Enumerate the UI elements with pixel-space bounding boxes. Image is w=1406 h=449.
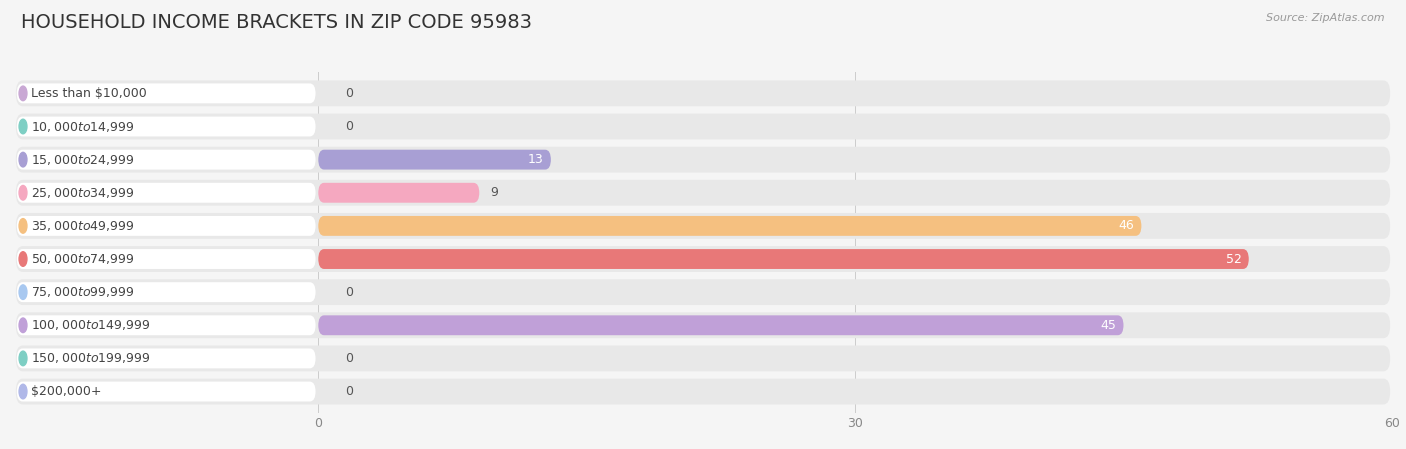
Text: HOUSEHOLD INCOME BRACKETS IN ZIP CODE 95983: HOUSEHOLD INCOME BRACKETS IN ZIP CODE 95… [21, 13, 531, 32]
Text: $100,000 to $149,999: $100,000 to $149,999 [31, 318, 150, 332]
FancyBboxPatch shape [17, 117, 315, 136]
Text: 0: 0 [344, 385, 353, 398]
FancyBboxPatch shape [17, 249, 315, 269]
FancyBboxPatch shape [15, 213, 1391, 239]
Circle shape [20, 351, 27, 365]
FancyBboxPatch shape [17, 348, 315, 368]
Circle shape [20, 152, 27, 167]
FancyBboxPatch shape [17, 382, 315, 401]
Text: $25,000 to $34,999: $25,000 to $34,999 [31, 186, 135, 200]
Text: 9: 9 [491, 186, 498, 199]
FancyBboxPatch shape [318, 150, 551, 170]
FancyBboxPatch shape [15, 379, 1391, 405]
Circle shape [20, 318, 27, 333]
Text: $200,000+: $200,000+ [31, 385, 101, 398]
Text: 0: 0 [344, 286, 353, 299]
FancyBboxPatch shape [15, 313, 1391, 338]
Circle shape [20, 252, 27, 266]
Text: 52: 52 [1226, 252, 1241, 265]
Text: $35,000 to $49,999: $35,000 to $49,999 [31, 219, 135, 233]
FancyBboxPatch shape [17, 282, 315, 302]
FancyBboxPatch shape [15, 147, 1391, 172]
Circle shape [20, 86, 27, 101]
Text: 45: 45 [1101, 319, 1116, 332]
Circle shape [20, 285, 27, 299]
FancyBboxPatch shape [17, 150, 315, 170]
FancyBboxPatch shape [17, 183, 315, 202]
Text: Source: ZipAtlas.com: Source: ZipAtlas.com [1267, 13, 1385, 23]
FancyBboxPatch shape [17, 216, 315, 236]
FancyBboxPatch shape [17, 315, 315, 335]
FancyBboxPatch shape [318, 315, 1123, 335]
Text: 0: 0 [344, 120, 353, 133]
Text: 0: 0 [344, 352, 353, 365]
Text: 46: 46 [1119, 220, 1135, 233]
FancyBboxPatch shape [15, 345, 1391, 371]
Text: $50,000 to $74,999: $50,000 to $74,999 [31, 252, 135, 266]
FancyBboxPatch shape [17, 84, 315, 103]
Circle shape [20, 384, 27, 399]
FancyBboxPatch shape [15, 114, 1391, 140]
Text: 13: 13 [529, 153, 544, 166]
Text: $150,000 to $199,999: $150,000 to $199,999 [31, 352, 150, 365]
FancyBboxPatch shape [318, 216, 1142, 236]
FancyBboxPatch shape [15, 279, 1391, 305]
FancyBboxPatch shape [15, 80, 1391, 106]
Text: $75,000 to $99,999: $75,000 to $99,999 [31, 285, 135, 299]
Text: $15,000 to $24,999: $15,000 to $24,999 [31, 153, 135, 167]
FancyBboxPatch shape [15, 246, 1391, 272]
Text: Less than $10,000: Less than $10,000 [31, 87, 146, 100]
Text: $10,000 to $14,999: $10,000 to $14,999 [31, 119, 135, 133]
Text: 0: 0 [344, 87, 353, 100]
FancyBboxPatch shape [318, 249, 1249, 269]
Circle shape [20, 119, 27, 134]
Circle shape [20, 185, 27, 200]
FancyBboxPatch shape [318, 183, 479, 202]
FancyBboxPatch shape [15, 180, 1391, 206]
Circle shape [20, 219, 27, 233]
